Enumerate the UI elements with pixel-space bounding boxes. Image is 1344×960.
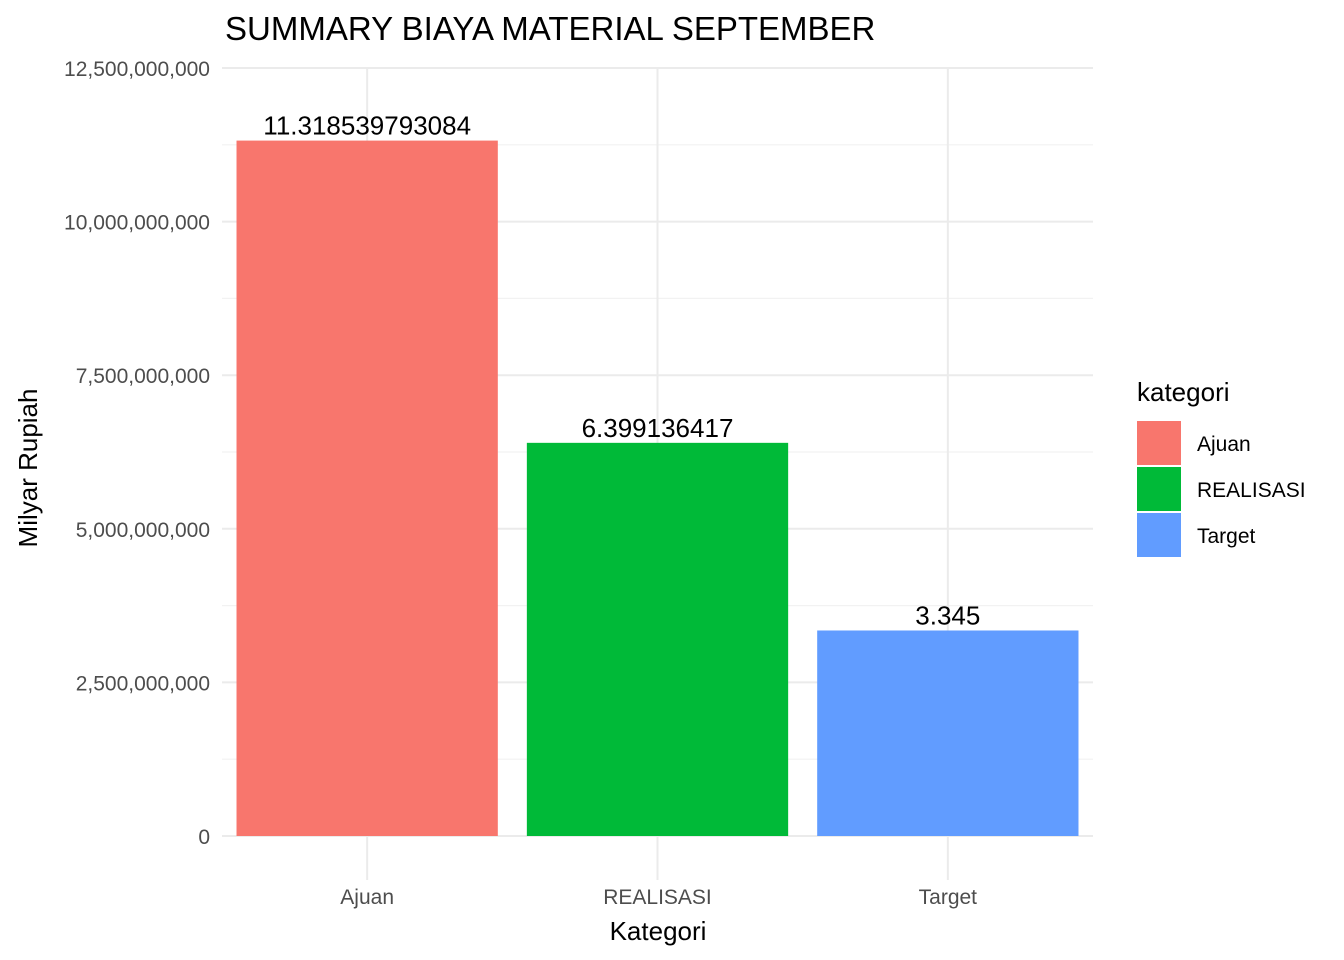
legend-key <box>1137 421 1181 465</box>
y-tick-label: 7,500,000,000 <box>76 365 210 388</box>
data-label: 6.399136417 <box>582 413 734 443</box>
data-label: 3.345 <box>915 600 980 630</box>
x-tick-label: Target <box>919 886 978 909</box>
data-label: 11.318539793084 <box>263 111 471 141</box>
y-tick-label: 0 <box>198 826 210 849</box>
y-axis-title: Milyar Rupiah <box>13 389 43 548</box>
x-tick-label: Ajuan <box>340 886 394 909</box>
legend-key <box>1137 513 1181 557</box>
bar-realisasi <box>526 442 789 836</box>
legend-entries: Ajuan REALISASI Target <box>1137 421 1306 557</box>
bars <box>236 140 1079 836</box>
bar-ajuan <box>236 140 498 836</box>
legend-label: Ajuan <box>1197 433 1251 456</box>
legend-title: kategori <box>1137 377 1230 407</box>
y-tick-label: 5,000,000,000 <box>76 519 210 542</box>
legend-label: REALISASI <box>1197 479 1306 502</box>
x-axis-ticks: Ajuan REALISASI Target <box>340 886 977 909</box>
y-tick-label: 2,500,000,000 <box>76 672 210 695</box>
legend-key <box>1137 467 1181 511</box>
bar-target <box>817 630 1079 836</box>
plot-area: 11.318539793084 6.399136417 3.345 <box>222 67 1093 880</box>
y-tick-label: 12,500,000,000 <box>64 58 210 81</box>
y-axis-ticks: 0 2,500,000,000 5,000,000,000 7,500,000,000… <box>64 58 210 849</box>
legend-label: Target <box>1197 525 1256 548</box>
chart-title: SUMMARY BIAYA MATERIAL SEPTEMBER <box>225 10 875 47</box>
x-axis-title: Kategori <box>610 916 707 946</box>
data-labels: 11.318539793084 6.399136417 3.345 <box>263 111 980 631</box>
x-tick-label: REALISASI <box>603 886 712 909</box>
legend: kategori Ajuan REALISASI Target <box>1137 377 1306 557</box>
y-tick-label: 10,000,000,000 <box>64 212 210 235</box>
